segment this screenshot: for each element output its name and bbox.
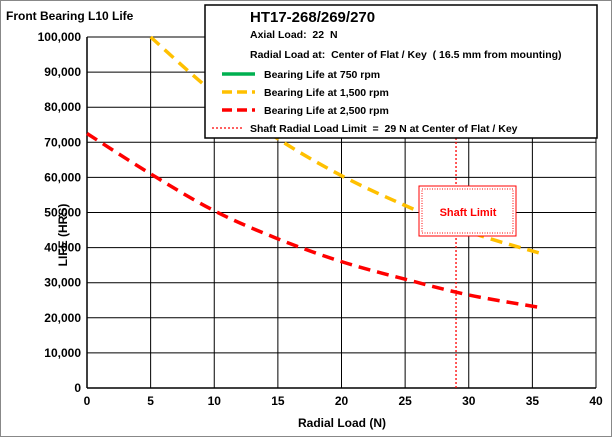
x-tick-label: 25	[398, 394, 412, 408]
y-tick-label: 70,000	[44, 135, 81, 149]
x-tick-label: 40	[589, 394, 603, 408]
x-tick-label: 5	[147, 394, 154, 408]
legend-label-3: Bearing Life at 2,500 rpm	[264, 105, 389, 117]
legend: HT17-268/269/270 Axial Load: 22 N Radial…	[204, 4, 598, 139]
x-tick-label: 0	[84, 394, 91, 408]
x-axis-label: Radial Load (N)	[298, 416, 386, 430]
y-tick-label: 60,000	[44, 170, 81, 184]
shaft-limit-box-inner	[421, 188, 514, 234]
axis-ticks: 0 5 10 15 20 25 30 35 40 0 10,000 20,000 30,000 40,00…	[38, 30, 603, 408]
y-tick-label: 40,000	[44, 241, 81, 255]
y-tick-label: 0	[74, 381, 81, 395]
y-tick-label: 80,000	[44, 100, 81, 114]
legend-box	[204, 4, 598, 139]
x-tick-label: 10	[208, 394, 222, 408]
shaft-limit-label: Shaft Limit	[440, 207, 497, 219]
legend-items: Bearing Life at 750 rpm Bearing Life at 1…	[212, 69, 518, 135]
legend-label-1: Bearing Life at 750 rpm	[264, 69, 380, 81]
x-tick-label: 20	[335, 394, 349, 408]
x-tick-label: 15	[271, 394, 285, 408]
x-tick-label: 35	[526, 394, 540, 408]
y-tick-label: 50,000	[44, 206, 81, 220]
series-line-3	[86, 132, 540, 309]
shaft-limit-callout: Shaft Limit	[418, 185, 517, 237]
legend-axial-load: Axial Load: 22 N	[250, 29, 338, 41]
chart-title: Front Bearing L10 Life	[6, 9, 134, 23]
y-tick-label: 10,000	[44, 346, 81, 360]
y-axis-label: LIFE (HRS)	[56, 204, 70, 267]
shaft-limit-box-outer	[418, 185, 517, 237]
y-tick-label: 100,000	[38, 30, 82, 44]
y-tick-label: 30,000	[44, 276, 81, 290]
y-tick-label: 90,000	[44, 65, 81, 79]
y-tick-label: 20,000	[44, 311, 81, 325]
legend-label-limit: Shaft Radial Load Limit = 29 N at Center…	[250, 123, 518, 135]
legend-model-title: HT17-268/269/270	[250, 9, 375, 26]
legend-radial-load-location: Radial Load at: Center of Flat / Key ( 1…	[250, 49, 562, 61]
legend-label-2: Bearing Life at 1,500 rpm	[264, 87, 389, 99]
x-tick-label: 30	[462, 394, 476, 408]
